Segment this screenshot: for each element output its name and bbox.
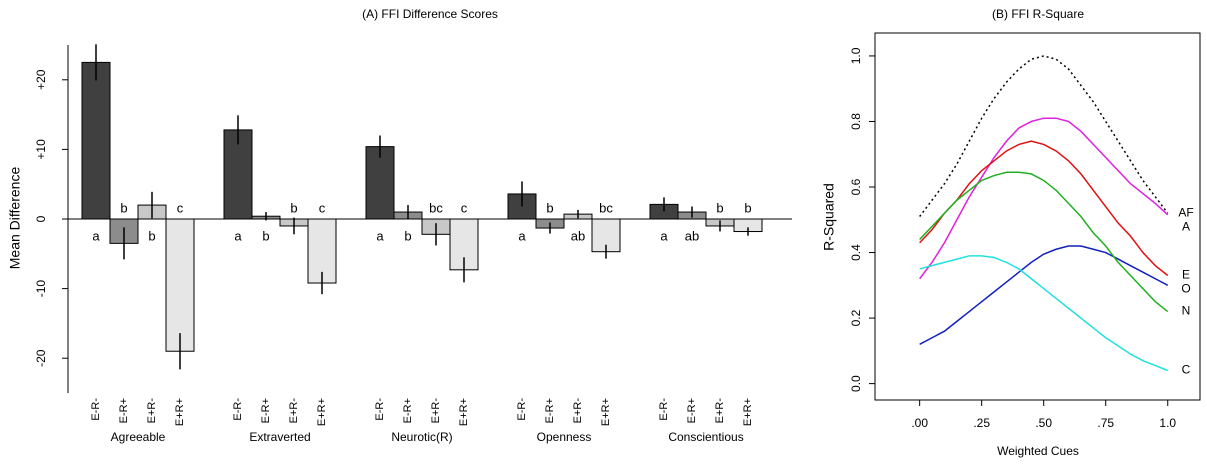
significance-letter: b xyxy=(546,200,553,215)
bar-group-label: E-R- xyxy=(658,398,670,421)
significance-letter: b xyxy=(404,228,411,243)
plot-frame xyxy=(874,32,1201,401)
x-axis-label: Weighted Cues xyxy=(997,444,1079,458)
x-category-label: Conscientious xyxy=(668,430,743,444)
y-axis-label: Mean Difference xyxy=(7,167,23,270)
series-end-label: A xyxy=(1182,219,1190,233)
bar-group-label: E-R+ xyxy=(544,398,556,423)
significance-letter: a xyxy=(660,228,668,243)
x-tick-label: .50 xyxy=(1035,416,1052,430)
bar-group-label: E+R- xyxy=(572,398,584,424)
significance-letter: c xyxy=(461,200,468,215)
bar-group-label: E+R- xyxy=(714,398,726,424)
significance-letter: b xyxy=(120,200,127,215)
series-end-label: AF xyxy=(1178,205,1193,219)
line xyxy=(919,255,1169,372)
line xyxy=(919,140,1169,277)
significance-letter: b xyxy=(744,200,751,215)
line xyxy=(919,55,1169,217)
bar-group-label: E-R+ xyxy=(402,398,414,423)
significance-letter: b xyxy=(290,200,297,215)
bar-group-label: E-R+ xyxy=(686,398,698,423)
significance-letter: bc xyxy=(429,200,443,215)
x-category-label: Agreeable xyxy=(111,430,166,444)
significance-letter: b xyxy=(148,228,155,243)
bar-group-label: E-R- xyxy=(516,398,528,421)
line xyxy=(919,117,1169,280)
y-tick-label: +20 xyxy=(34,69,48,90)
y-axis-label: R-Squared xyxy=(821,183,837,251)
line xyxy=(919,171,1169,313)
bar-group-label: E+R+ xyxy=(316,398,328,426)
bar-group-label: E+R+ xyxy=(458,398,470,426)
y-tick-label: 0.2 xyxy=(849,309,863,326)
y-tick-label: 0.0 xyxy=(849,375,863,392)
x-category-label: Neurotic(R) xyxy=(391,430,452,444)
y-tick-label: -10 xyxy=(34,280,48,298)
bar-group-label: E+R+ xyxy=(600,398,612,426)
bar-group-label: E+R+ xyxy=(742,398,754,426)
bar xyxy=(365,146,395,220)
bar-group-label: E+R- xyxy=(146,398,158,424)
significance-letter: a xyxy=(518,228,526,243)
x-category-label: Openness xyxy=(537,430,592,444)
chart-title: (B) FFI R-Square xyxy=(992,7,1084,21)
bar-group-label: E-R- xyxy=(374,398,386,421)
y-tick-label: 0.8 xyxy=(849,113,863,130)
chart-title: (A) FFI Difference Scores xyxy=(362,7,498,21)
series-end-label: E xyxy=(1182,268,1190,282)
x-tick-label: .25 xyxy=(973,416,990,430)
series-end-label: C xyxy=(1182,363,1191,377)
bar-group-label: E-R- xyxy=(90,398,102,421)
significance-letter: a xyxy=(92,228,100,243)
x-tick-label: 1.0 xyxy=(1159,416,1176,430)
y-tick-label: 0.4 xyxy=(849,244,863,261)
significance-letter: b xyxy=(262,228,269,243)
bar-group-label: E-R+ xyxy=(118,398,130,423)
x-tick-label: .00 xyxy=(911,416,928,430)
y-tick-label: 1.0 xyxy=(849,47,863,64)
bar-group-label: E+R+ xyxy=(174,398,186,426)
significance-letter: a xyxy=(376,228,384,243)
x-category-label: Extraverted xyxy=(249,430,310,444)
significance-letter: a xyxy=(234,228,242,243)
y-tick-label: 0 xyxy=(34,215,48,222)
series-end-label: N xyxy=(1182,304,1191,318)
significance-letter: c xyxy=(319,200,326,215)
line xyxy=(919,245,1169,345)
y-tick-label: +10 xyxy=(34,139,48,160)
bar xyxy=(81,61,111,220)
significance-letter: bc xyxy=(599,200,613,215)
bar-group-label: E+R- xyxy=(430,398,442,424)
series-end-label: O xyxy=(1181,282,1190,296)
bar xyxy=(165,218,195,352)
significance-letter: b xyxy=(716,200,723,215)
significance-letter: ab xyxy=(685,228,699,243)
significance-letter: ab xyxy=(571,228,585,243)
bar-group-label: E+R- xyxy=(288,398,300,424)
x-tick-label: .75 xyxy=(1097,416,1114,430)
y-tick-label: -20 xyxy=(34,349,48,367)
bar-group-label: E-R+ xyxy=(260,398,272,423)
y-tick-label: 0.6 xyxy=(849,178,863,195)
significance-letter: c xyxy=(177,200,184,215)
bar xyxy=(223,129,253,220)
bar-group-label: E-R- xyxy=(232,398,244,421)
